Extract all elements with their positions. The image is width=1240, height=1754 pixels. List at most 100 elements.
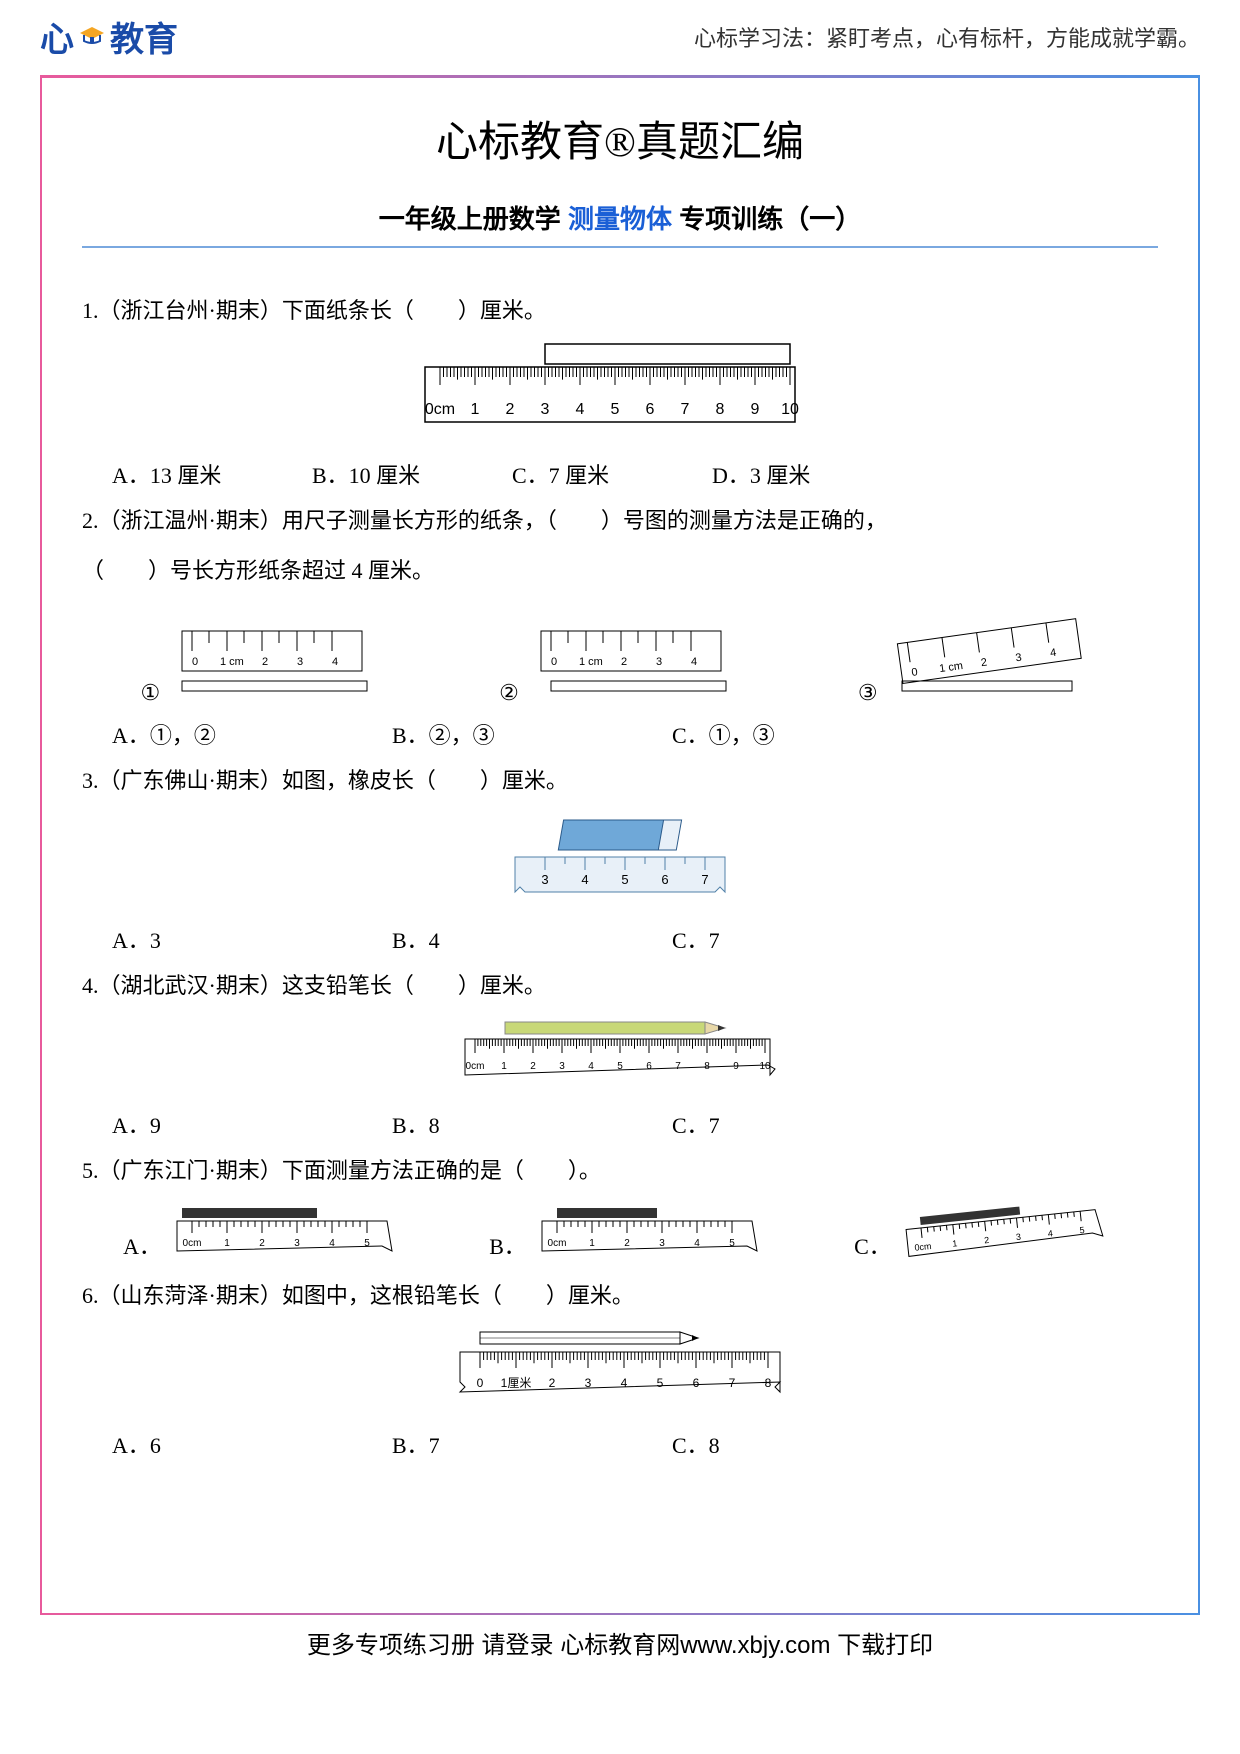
page-header: 心 教育 心标学习法：紧盯考点，心有标杆，方能成就学霸。 bbox=[0, 0, 1240, 69]
q1-figure: 0cm12345678910 bbox=[82, 342, 1158, 442]
q6-options: A．6 B．7 C．8 bbox=[112, 1424, 1158, 1468]
logo-text-right: 教育 bbox=[110, 12, 178, 61]
svg-text:3: 3 bbox=[1015, 1232, 1021, 1242]
q2-figures: ① 0 1 cm 2 3 4 ② bbox=[82, 611, 1158, 706]
svg-text:1 cm: 1 cm bbox=[938, 659, 963, 674]
svg-text:1: 1 bbox=[952, 1238, 958, 1248]
svg-text:4: 4 bbox=[691, 656, 697, 668]
svg-text:3: 3 bbox=[541, 872, 548, 887]
q2-opt-a: A．①，② bbox=[112, 714, 332, 758]
svg-text:9: 9 bbox=[733, 1061, 739, 1072]
svg-text:0: 0 bbox=[910, 666, 918, 679]
question-3-text: 3.（广东佛山·期末）如图，橡皮长（ ）厘米。 bbox=[82, 758, 1158, 804]
q6-opt-b: B．7 bbox=[392, 1424, 612, 1468]
q2-num-1: ① bbox=[140, 680, 160, 706]
question-4-text: 4.（湖北武汉·期末）这支铅笔长（ ）厘米。 bbox=[82, 963, 1158, 1009]
question-6-text: 6.（山东菏泽·期末）如图中，这根铅笔长（ ）厘米。 bbox=[82, 1273, 1158, 1319]
svg-text:4: 4 bbox=[581, 872, 588, 887]
q3-opt-b: B．4 bbox=[392, 919, 612, 963]
svg-text:10: 10 bbox=[781, 401, 799, 418]
svg-text:3: 3 bbox=[656, 656, 662, 668]
q5-opt-c: C． bbox=[854, 1229, 891, 1261]
logo-text-left: 心 bbox=[40, 12, 74, 61]
q6-figure: 01厘米2345678 bbox=[82, 1327, 1158, 1412]
svg-text:3: 3 bbox=[559, 1061, 565, 1072]
svg-text:0: 0 bbox=[551, 656, 557, 668]
svg-text:4: 4 bbox=[588, 1061, 594, 1072]
subtitle-suffix: 专项训练（一） bbox=[672, 204, 861, 234]
svg-text:1厘米: 1厘米 bbox=[501, 1376, 532, 1390]
svg-text:2: 2 bbox=[624, 1238, 630, 1249]
svg-text:0cm: 0cm bbox=[183, 1238, 202, 1249]
svg-text:8: 8 bbox=[704, 1061, 710, 1072]
svg-text:4: 4 bbox=[332, 656, 338, 668]
content-frame: 心标教育®真题汇编 一年级上册数学 测量物体 专项训练（一） 1.（浙江台州·期… bbox=[40, 75, 1200, 1615]
svg-text:6: 6 bbox=[693, 1376, 700, 1390]
svg-text:0: 0 bbox=[477, 1376, 484, 1390]
svg-text:2: 2 bbox=[262, 656, 268, 668]
subtitle-prefix: 一年级上册数学 bbox=[379, 204, 568, 234]
svg-text:2: 2 bbox=[506, 401, 515, 418]
svg-text:4: 4 bbox=[1047, 1228, 1053, 1238]
svg-text:0cm: 0cm bbox=[547, 1238, 566, 1249]
header-slogan: 心标学习法：紧盯考点，心有标杆，方能成就学霸。 bbox=[694, 21, 1200, 53]
svg-text:7: 7 bbox=[675, 1061, 681, 1072]
q2-fig-3: 01 cm 23 4 bbox=[890, 611, 1100, 701]
svg-text:6: 6 bbox=[661, 872, 668, 887]
svg-text:2: 2 bbox=[259, 1238, 265, 1249]
q5-opt-a: A． bbox=[123, 1229, 161, 1261]
svg-text:7: 7 bbox=[681, 401, 690, 418]
q4-options: A．9 B．8 C．7 bbox=[112, 1104, 1158, 1148]
q1-opt-b: B．10 厘米 bbox=[312, 454, 452, 498]
question-2-text-2: （ ）号长方形纸条超过 4 厘米。 bbox=[82, 548, 1158, 594]
svg-text:0cm: 0cm bbox=[425, 401, 455, 418]
q6-opt-c: C．8 bbox=[672, 1424, 812, 1468]
q5-fig-c: 0cm 1 2 3 4 5 bbox=[897, 1206, 1117, 1261]
q2-num-3: ③ bbox=[858, 680, 878, 706]
q5-opt-b: B． bbox=[489, 1229, 526, 1261]
q2-fig-1: 0 1 cm 2 3 4 bbox=[172, 621, 382, 701]
q1-options: A．13 厘米 B．10 厘米 C．7 厘米 D．3 厘米 bbox=[112, 454, 1158, 498]
svg-text:10: 10 bbox=[759, 1061, 771, 1072]
svg-text:5: 5 bbox=[621, 872, 628, 887]
svg-text:4: 4 bbox=[621, 1376, 628, 1390]
svg-text:5: 5 bbox=[617, 1061, 623, 1072]
svg-text:4: 4 bbox=[576, 401, 585, 418]
divider bbox=[82, 246, 1158, 248]
svg-text:4: 4 bbox=[1049, 646, 1057, 659]
svg-text:3: 3 bbox=[297, 656, 303, 668]
question-5-text: 5.（广东江门·期末）下面测量方法正确的是（ ）。 bbox=[82, 1148, 1158, 1194]
logo: 心 教育 bbox=[40, 12, 178, 61]
q3-opt-c: C．7 bbox=[672, 919, 812, 963]
svg-text:5: 5 bbox=[1079, 1225, 1085, 1235]
q2-fig-2: 01 cm 23 4 bbox=[531, 621, 741, 701]
svg-text:0: 0 bbox=[192, 656, 198, 668]
svg-text:7: 7 bbox=[729, 1376, 736, 1390]
q4-opt-b: B．8 bbox=[392, 1104, 612, 1148]
question-2-text-1: 2.（浙江温州·期末）用尺子测量长方形的纸条，（ ）号图的测量方法是正确的， bbox=[82, 498, 1158, 544]
svg-text:5: 5 bbox=[657, 1376, 664, 1390]
svg-text:1: 1 bbox=[589, 1238, 595, 1249]
svg-text:5: 5 bbox=[364, 1238, 370, 1249]
svg-text:2: 2 bbox=[549, 1376, 556, 1390]
svg-text:3: 3 bbox=[541, 401, 550, 418]
svg-text:9: 9 bbox=[751, 401, 760, 418]
svg-text:2: 2 bbox=[621, 656, 627, 668]
svg-text:5: 5 bbox=[729, 1238, 735, 1249]
q1-opt-c: C．7 厘米 bbox=[512, 454, 652, 498]
q4-figure: 0cm12345678910 bbox=[82, 1017, 1158, 1092]
q2-options: A．①，② B．②，③ C．①，③ bbox=[112, 714, 1158, 758]
svg-text:0cm: 0cm bbox=[914, 1241, 932, 1253]
svg-text:7: 7 bbox=[701, 872, 708, 887]
subtitle: 一年级上册数学 测量物体 专项训练（一） bbox=[82, 199, 1158, 236]
svg-text:0cm: 0cm bbox=[466, 1061, 485, 1072]
q4-opt-c: C．7 bbox=[672, 1104, 812, 1148]
svg-text:1 cm: 1 cm bbox=[220, 656, 244, 668]
svg-text:3: 3 bbox=[585, 1376, 592, 1390]
graduation-cap-icon bbox=[78, 23, 106, 51]
svg-text:4: 4 bbox=[329, 1238, 335, 1249]
q1-opt-d: D．3 厘米 bbox=[712, 454, 852, 498]
q2-num-2: ② bbox=[499, 680, 519, 706]
svg-text:2: 2 bbox=[983, 1235, 989, 1245]
svg-text:6: 6 bbox=[646, 401, 655, 418]
